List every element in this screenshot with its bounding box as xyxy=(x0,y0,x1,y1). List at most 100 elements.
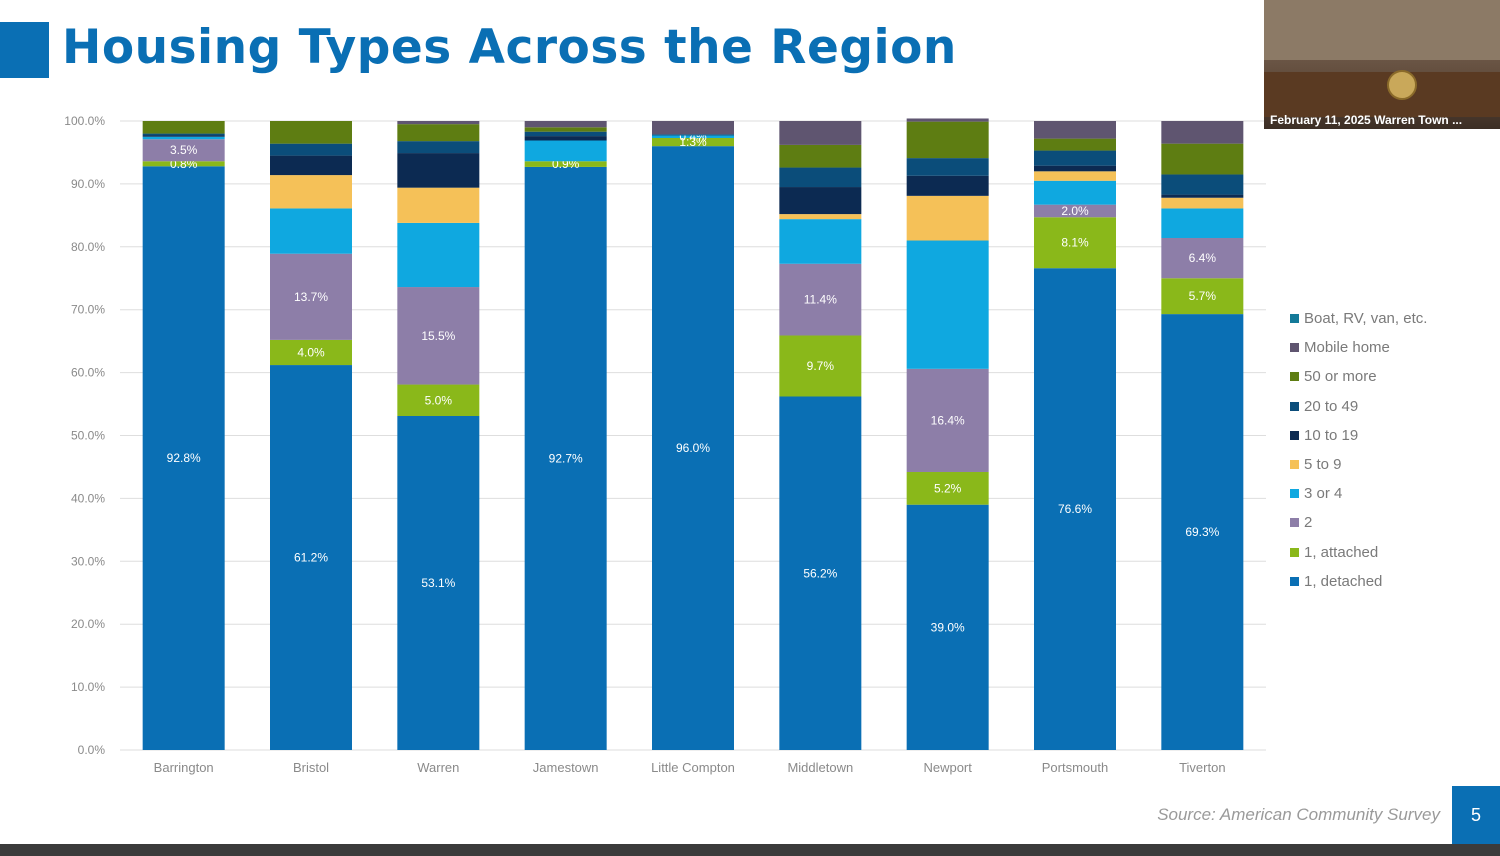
bar-segment-bristol xyxy=(270,155,352,176)
data-label: 61.2% xyxy=(294,551,328,565)
bar-segment-barrington xyxy=(142,161,225,167)
bottom-bar xyxy=(0,844,1500,856)
bar-segment-bristol xyxy=(270,208,352,254)
bar-segment-barrington xyxy=(142,133,225,136)
source-note: Source: American Community Survey xyxy=(1157,805,1440,824)
bar-segment-warren xyxy=(397,416,480,750)
bar-segment-little-compton xyxy=(652,121,734,135)
legend-swatch xyxy=(1290,343,1299,353)
bar-segment-warren xyxy=(397,222,480,288)
y-tick-label: 0.0% xyxy=(78,743,106,757)
title-accent-square xyxy=(0,22,49,78)
legend-item: 5 to 9 xyxy=(1290,450,1427,479)
bar-segment-tiverton xyxy=(1161,121,1244,144)
y-tick-label: 40.0% xyxy=(71,491,105,505)
x-tick-label: Portsmouth xyxy=(1042,760,1108,775)
bar-segment-middletown xyxy=(779,396,862,750)
x-tick-label: Middletown xyxy=(787,760,853,775)
bar-segment-newport xyxy=(906,158,989,176)
bar-segment-middletown xyxy=(779,263,862,336)
bar-segment-little-compton xyxy=(652,146,734,750)
video-wall xyxy=(1264,0,1500,60)
bar-segment-portsmouth xyxy=(1034,121,1116,139)
data-label: 69.3% xyxy=(1185,525,1219,539)
bar-segment-jamestown xyxy=(524,121,607,128)
data-label: 8.1% xyxy=(1061,236,1089,250)
bar-segment-bristol xyxy=(270,175,352,209)
x-tick-label: Little Compton xyxy=(651,760,735,775)
legend-label: Boat, RV, van, etc. xyxy=(1304,310,1428,328)
bar-segment-portsmouth xyxy=(1034,180,1116,205)
legend-item: Mobile home xyxy=(1290,333,1427,362)
bar-segment-bristol xyxy=(270,253,352,340)
data-label: 3.5% xyxy=(170,143,198,157)
bar-segment-middletown xyxy=(779,121,862,145)
legend-swatch xyxy=(1290,430,1299,440)
bar-segment-newport xyxy=(906,368,989,472)
x-tick-label: Tiverton xyxy=(1179,760,1225,775)
y-tick-label: 50.0% xyxy=(71,429,105,443)
bar-segment-warren xyxy=(397,287,480,385)
town-seal-image xyxy=(1387,70,1417,100)
data-label: 96.0% xyxy=(676,441,710,455)
bar-segment-newport xyxy=(906,175,989,196)
data-label: 1.3% xyxy=(679,135,707,149)
bar-segment-warren xyxy=(397,384,480,417)
legend-swatch xyxy=(1290,576,1299,586)
y-tick-label: 90.0% xyxy=(71,177,105,191)
data-label: 15.5% xyxy=(421,329,455,343)
bar-segment-jamestown xyxy=(524,127,607,132)
legend-swatch xyxy=(1290,518,1299,528)
bar-segment-bristol xyxy=(270,143,352,156)
bar-segment-newport xyxy=(906,121,989,159)
legend-label: 5 to 9 xyxy=(1304,456,1342,474)
bar-segment-tiverton xyxy=(1161,237,1244,279)
x-tick-label: Jamestown xyxy=(533,760,599,775)
bar-segment-portsmouth xyxy=(1034,217,1116,269)
data-label: 6.4% xyxy=(1189,251,1217,265)
bar-segment-bristol xyxy=(270,121,352,144)
legend-label: 50 or more xyxy=(1304,368,1377,386)
x-tick-label: Bristol xyxy=(293,760,329,775)
data-label: 5.2% xyxy=(934,481,962,495)
data-label: 92.8% xyxy=(167,451,201,465)
bar-segment-jamestown xyxy=(524,136,607,141)
bar-segment-barrington xyxy=(142,139,225,162)
legend-item: 2 xyxy=(1290,508,1427,537)
bar-segment-barrington xyxy=(142,136,225,140)
bar-segment-warren xyxy=(397,153,480,188)
bar-segment-tiverton xyxy=(1161,197,1244,209)
data-label: 5.0% xyxy=(425,393,453,407)
bar-segment-portsmouth xyxy=(1034,138,1116,151)
x-tick-label: Warren xyxy=(417,760,459,775)
bar-segment-newport xyxy=(906,118,989,122)
y-tick-label: 60.0% xyxy=(71,366,105,380)
bar-segment-barrington xyxy=(142,121,225,134)
legend-label: 2 xyxy=(1304,514,1313,532)
data-label: 39.0% xyxy=(931,620,965,634)
bar-segment-tiverton xyxy=(1161,143,1244,175)
bar-segment-barrington xyxy=(142,166,225,751)
legend-swatch xyxy=(1290,460,1299,470)
video-thumbnail[interactable]: February 11, 2025 Warren Town ... xyxy=(1264,0,1500,129)
legend-label: 20 to 49 xyxy=(1304,397,1359,415)
data-label: 11.4% xyxy=(804,293,837,307)
video-desk xyxy=(1264,72,1500,117)
bar-segment-tiverton xyxy=(1161,194,1244,198)
data-label: 92.7% xyxy=(549,451,583,465)
y-tick-label: 20.0% xyxy=(71,617,105,631)
y-tick-label: 100.0% xyxy=(64,114,105,128)
data-label: 13.7% xyxy=(294,290,328,304)
bar-segment-newport xyxy=(906,240,989,369)
bar-segment-barrington xyxy=(142,135,225,137)
legend-item: Boat, RV, van, etc. xyxy=(1290,304,1427,333)
page-number: 5 xyxy=(1452,786,1500,844)
slide-title: Housing Types Across the Region xyxy=(62,20,957,75)
legend-label: 1, detached xyxy=(1304,572,1383,590)
bar-segment-portsmouth xyxy=(1034,204,1116,218)
bar-segment-tiverton xyxy=(1161,278,1244,315)
bar-segment-middletown xyxy=(779,219,862,264)
y-tick-label: 10.0% xyxy=(71,680,105,694)
video-caption: February 11, 2025 Warren Town ... xyxy=(1270,113,1463,127)
bar-segment-jamestown xyxy=(524,161,607,167)
